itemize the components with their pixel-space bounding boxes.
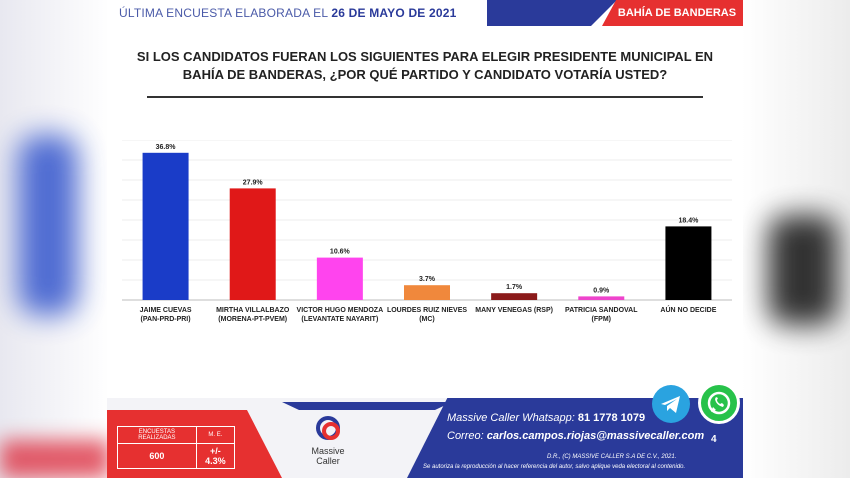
logo-line2: Caller xyxy=(316,456,340,466)
footer-accent xyxy=(282,402,452,410)
header-blue-band xyxy=(487,0,617,26)
telegram-icon[interactable] xyxy=(652,385,690,423)
survey-date-prefix: ÚLTIMA ENCUESTA ELABORADA EL xyxy=(119,6,328,20)
blurred-blue-bar xyxy=(18,135,78,315)
bar-chart: 36.8% JAIME CUEVAS (PAN-PRD-PRI) 27.9% MIRTH… xyxy=(122,140,732,323)
bar-value-label: 18.4% xyxy=(678,217,699,224)
email-label: Correo: xyxy=(447,430,484,442)
bar-value-label: 36.8% xyxy=(156,144,177,151)
header-white-band xyxy=(107,0,507,26)
bar xyxy=(665,226,712,300)
bar xyxy=(491,293,538,300)
category-label: VICTOR HUGO MENDOZA xyxy=(297,307,384,314)
survey-date: 26 DE MAYO DE 2021 xyxy=(331,6,457,20)
stats-surveys-value: 600 xyxy=(117,443,197,469)
copyright-notice: D.R., (C) MASSIVE CALLER S.A DE C.V., 20… xyxy=(547,454,677,460)
logo-ring-red xyxy=(322,422,340,440)
category-label: AÚN NO DECIDE xyxy=(660,305,716,314)
stats-margin-header: M. E. xyxy=(195,426,236,444)
slide-header: ÚLTIMA ENCUESTA ELABORADA EL 26 DE MAYO … xyxy=(107,0,743,26)
header-red-band xyxy=(602,0,743,26)
page-number: 4 xyxy=(711,434,717,445)
email-address: carlos.campos.riojas@massivecaller.com xyxy=(486,430,705,442)
whatsapp-number: 81 1778 1079 xyxy=(577,412,646,424)
survey-stats-table: ENCUESTAS REALIZADAS M. E. 600 +/- 4.3% xyxy=(117,426,236,469)
stats-surveys-header: ENCUESTAS REALIZADAS xyxy=(117,426,197,444)
massive-caller-logo: Massive Caller xyxy=(302,416,354,474)
logo-line1: Massive xyxy=(311,446,345,456)
bar xyxy=(578,296,625,300)
bar xyxy=(142,152,189,300)
category-label: LOURDES RUIZ NIEVES xyxy=(387,307,467,314)
region-label: BAHÍA DE BANDERAS xyxy=(617,7,737,19)
whatsapp-label: Massive Caller Whatsapp: xyxy=(447,412,575,424)
category-label: (LEVANTATE NAYARIT) xyxy=(301,316,378,323)
bar-value-label: 1.7% xyxy=(506,284,523,291)
bar-value-label: 10.6% xyxy=(330,249,351,256)
bar-value-label: 3.7% xyxy=(419,276,436,283)
category-label: PATRICIA SANDOVAL xyxy=(565,307,638,314)
logo-wordmark: Massive Caller xyxy=(302,446,354,466)
blurred-background-right xyxy=(742,0,850,478)
category-label: (FPM) xyxy=(592,316,611,323)
telegram-glyph xyxy=(661,396,680,413)
category-label: (MORENA-PT-PVEM) xyxy=(218,316,287,323)
survey-date-label: ÚLTIMA ENCUESTA ELABORADA EL 26 DE MAYO … xyxy=(119,6,457,20)
slide-footer: ENCUESTAS REALIZADAS M. E. 600 +/- 4.3% … xyxy=(107,398,743,478)
whatsapp-contact: Massive Caller Whatsapp: 81 1778 1079 xyxy=(447,412,645,424)
category-label: MANY VENEGAS (RSP) xyxy=(475,307,553,314)
bar xyxy=(316,257,363,300)
bar-value-label: 27.9% xyxy=(243,179,264,186)
blurred-background-left xyxy=(0,0,110,478)
blurred-red-strip xyxy=(0,440,110,478)
whatsapp-icon[interactable] xyxy=(698,382,740,424)
stats-margin-value: +/- 4.3% xyxy=(195,443,236,469)
category-label: JAIME CUEVAS xyxy=(140,307,192,314)
bar-value-label: 0.9% xyxy=(593,287,610,294)
email-contact: Correo: carlos.campos.riojas@massivecall… xyxy=(447,430,704,442)
whatsapp-glyph xyxy=(707,391,731,415)
blurred-black-bar xyxy=(768,215,838,325)
bar xyxy=(404,285,450,300)
category-label: MIRTHA VILLALBAZO xyxy=(216,307,290,314)
chart-title: SI LOS CANDIDATOS FUERAN LOS SIGUIENTES … xyxy=(136,49,714,82)
reproduction-notice: Se autoriza la reproducción al hacer ref… xyxy=(423,464,686,470)
title-divider xyxy=(147,96,703,98)
category-label: (PAN-PRD-PRI) xyxy=(141,316,191,323)
category-label: (MC) xyxy=(419,316,435,323)
survey-slide: ÚLTIMA ENCUESTA ELABORADA EL 26 DE MAYO … xyxy=(107,0,743,478)
bar xyxy=(229,188,276,300)
